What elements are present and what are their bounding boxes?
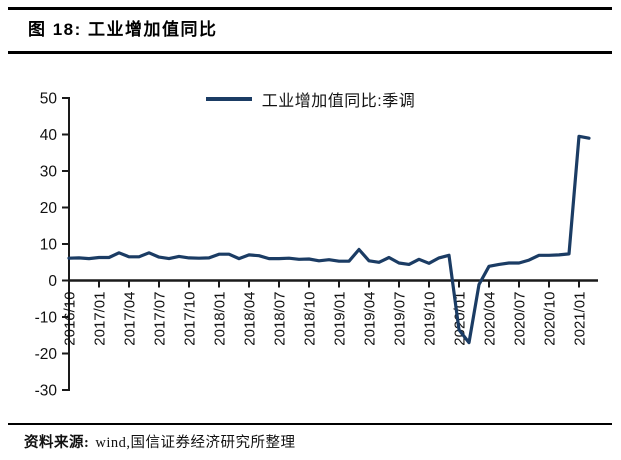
y-tick-label: 10	[40, 237, 58, 254]
legend-line-swatch	[205, 97, 252, 101]
x-tick-label: 2018/07	[272, 292, 289, 346]
x-tick-label: 2019/10	[422, 292, 439, 346]
x-tick-label: 2018/10	[302, 292, 319, 346]
x-tick-label: 2017/10	[182, 292, 199, 346]
y-tick-label: 0	[48, 273, 57, 290]
y-tick-label: 40	[40, 127, 58, 144]
source-label: 资料来源:	[24, 435, 90, 451]
x-tick-label: 2017/04	[122, 292, 139, 346]
y-tick-label: 30	[40, 164, 58, 181]
source-note: 资料来源: wind,国信证券经济研究所整理	[24, 431, 295, 452]
y-tick-label: 50	[40, 91, 58, 108]
figure-title: 图 18: 工业增加值同比	[28, 20, 218, 39]
bottom-divider	[8, 423, 612, 425]
y-tick-label: 20	[40, 200, 58, 217]
legend-label: 工业增加值同比:季调	[261, 93, 416, 110]
y-tick-label: -20	[35, 346, 58, 363]
x-tick-label: 2016/10	[62, 292, 79, 346]
x-tick-label: 2018/01	[212, 292, 229, 346]
y-tick-label: -10	[35, 310, 58, 327]
x-tick-label: 2019/01	[332, 292, 349, 346]
x-tick-label: 2020/10	[542, 292, 559, 346]
chart-legend: 工业增加值同比:季调	[0, 87, 621, 111]
x-tick-label: 2017/01	[92, 292, 109, 346]
x-tick-label: 2020/07	[512, 292, 529, 346]
title-divider	[8, 51, 612, 54]
y-tick-label: -30	[35, 383, 58, 400]
x-tick-label: 2018/04	[242, 292, 259, 346]
x-tick-label: 2019/04	[362, 292, 379, 346]
top-divider	[8, 7, 612, 10]
source-text: wind,国信证券经济研究所整理	[95, 435, 296, 451]
x-tick-label: 2021/01	[572, 292, 589, 346]
x-tick-label: 2017/07	[152, 292, 169, 346]
series-line	[67, 134, 591, 345]
x-tick-label: 2019/07	[392, 292, 409, 346]
x-tick-label: 2020/04	[482, 292, 499, 346]
